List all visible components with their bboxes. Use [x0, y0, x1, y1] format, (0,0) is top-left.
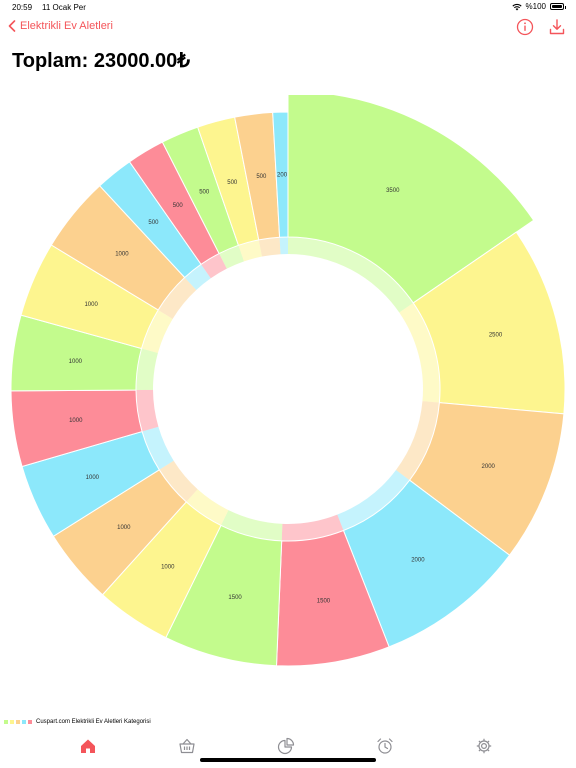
- donut-inner-ring-segment: [141, 309, 173, 354]
- tab-reminders[interactable]: [376, 737, 394, 755]
- donut-slice[interactable]: [272, 111, 289, 238]
- donut-inner-ring-segment: [201, 253, 227, 279]
- alarm-clock-icon: [377, 738, 393, 754]
- battery-icon: [550, 3, 566, 10]
- donut-chart: 3500 2500 2000 2000 1500 1500 1000 1000 1000 1000…: [10, 95, 566, 667]
- gear-icon: [476, 738, 492, 754]
- donut-slice[interactable]: [287, 95, 535, 304]
- donut-inner-ring-segment: [258, 237, 281, 257]
- legend-text: Cuspart.com Elektrikli Ev Aletleri Kateg…: [36, 719, 151, 725]
- slice-label: 1000: [117, 525, 131, 531]
- donut-inner-ring-segment: [337, 470, 410, 531]
- slice-label: 1000: [84, 302, 98, 308]
- donut-inner-ring-segment: [288, 237, 414, 313]
- slice-label: 500: [256, 174, 267, 180]
- slice-label: 1000: [161, 565, 175, 571]
- status-date: 11 Ocak Per: [42, 3, 86, 12]
- slice-label: 200: [277, 173, 288, 179]
- tab-home[interactable]: [79, 737, 97, 755]
- slice-label: 2000: [411, 558, 425, 564]
- donut-inner-ring-segment: [220, 510, 283, 541]
- slice-label: 500: [148, 220, 159, 226]
- basket-icon: [179, 738, 195, 754]
- download-icon[interactable]: [548, 18, 566, 36]
- donut-inner-ring-segment: [186, 489, 229, 526]
- status-bar: 20:59 11 Ocak Per %100: [0, 0, 576, 14]
- slice-label: 1000: [69, 418, 83, 424]
- back-button[interactable]: Elektrikli Ev Aletleri: [8, 20, 113, 32]
- donut-inner-ring-segment: [279, 237, 288, 255]
- status-time: 20:59: [12, 3, 33, 12]
- info-icon[interactable]: [516, 18, 534, 36]
- slice-label: 500: [199, 190, 210, 196]
- donut-inner-ring-segment: [238, 239, 263, 262]
- tab-basket[interactable]: [178, 737, 196, 755]
- tab-bar: [0, 734, 576, 758]
- slice-label: 2000: [482, 464, 496, 470]
- slice-label: 1500: [228, 595, 242, 601]
- pie-chart-icon: [277, 737, 295, 755]
- legend-swatch: [22, 720, 26, 724]
- tab-settings[interactable]: [475, 737, 493, 755]
- legend-swatch: [28, 720, 32, 724]
- slice-label: 500: [227, 180, 238, 186]
- donut-inner-ring-segment: [281, 514, 344, 541]
- slice-label: 1000: [69, 359, 83, 365]
- legend-swatch: [16, 720, 20, 724]
- slice-label: 2500: [489, 333, 503, 339]
- home-icon: [81, 739, 95, 753]
- back-button-label: Elektrikli Ev Aletleri: [20, 20, 113, 32]
- slice-label: 500: [173, 203, 184, 209]
- slice-label: 1000: [86, 475, 100, 481]
- donut-inner-ring-segment: [136, 389, 159, 432]
- home-indicator: [200, 758, 376, 762]
- slice-label: 3500: [386, 188, 400, 194]
- chevron-left-icon: [8, 20, 16, 32]
- wifi-icon: [511, 3, 522, 10]
- slice-label: 1000: [115, 251, 129, 257]
- battery-percent: %100: [525, 2, 546, 11]
- tab-statistics[interactable]: [277, 737, 295, 755]
- donut-inner-ring-segment: [219, 245, 244, 269]
- slice-label: 1500: [317, 599, 331, 605]
- donut-inner-ring-segment: [136, 348, 158, 391]
- donut-inner-ring-segment: [399, 302, 440, 403]
- legend-swatch: [4, 720, 8, 724]
- navigation-bar: Elektrikli Ev Aletleri: [0, 18, 576, 40]
- donut-inner-ring-segment: [184, 264, 211, 290]
- donut-inner-ring-segment: [395, 401, 440, 481]
- donut-inner-ring-segment: [142, 426, 174, 470]
- donut-inner-ring-segment: [159, 460, 198, 502]
- donut-inner-ring-segment: [158, 277, 197, 319]
- legend: Cuspart.com Elektrikli Ev Aletleri Kateg…: [4, 719, 151, 725]
- legend-swatch: [10, 720, 14, 724]
- total-amount: Toplam: 23000.00₺: [12, 50, 190, 72]
